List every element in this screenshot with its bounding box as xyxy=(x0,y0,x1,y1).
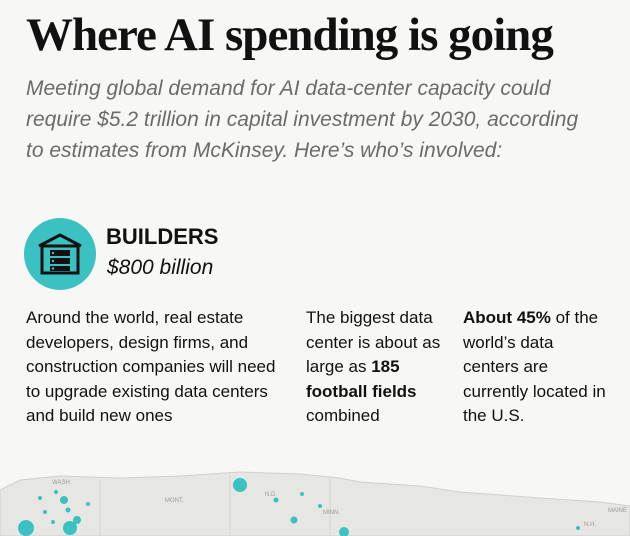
map-dot xyxy=(38,496,42,500)
map-dot xyxy=(73,516,81,524)
fact-us-share-text: of the world’s data centers are currentl… xyxy=(463,308,606,425)
map-dot xyxy=(339,527,349,536)
us-data-center-map: WASH. MONT. N.D. MINN. N.H. MAINE xyxy=(0,471,630,536)
fact-largest-data-center: The biggest data center is about as larg… xyxy=(306,306,446,429)
map-dot xyxy=(300,492,304,496)
map-dot xyxy=(65,507,71,513)
map-dot xyxy=(86,502,90,506)
map-dot xyxy=(18,520,34,536)
fact-largest-text-end: combined xyxy=(306,406,380,425)
map-dot xyxy=(51,520,55,524)
map-land xyxy=(0,471,630,536)
map-label-nh: N.H. xyxy=(584,522,596,528)
map-dot xyxy=(60,496,68,504)
map-dot xyxy=(43,510,47,514)
map-label-minn: MINN. xyxy=(323,510,340,516)
fact-largest-text: The biggest data center is about as larg… xyxy=(306,308,441,376)
map-dot xyxy=(273,497,279,503)
fact-us-share: About 45% of the world’s data centers ar… xyxy=(463,306,613,429)
map-dot xyxy=(54,490,58,494)
page-title: Where AI spending is going xyxy=(26,9,554,61)
map-label-maine: MAINE xyxy=(608,508,627,514)
fact-largest-highlight: 185 football fields xyxy=(306,357,417,401)
map-dot xyxy=(233,478,247,492)
map-dot xyxy=(318,504,322,508)
builders-heading: BUILDERS xyxy=(106,224,219,249)
map-border xyxy=(99,474,331,536)
builders-amount: $800 billion xyxy=(107,256,214,279)
map-label-wash: WASH. xyxy=(52,480,72,486)
builders-description: Around the world, real estate developers… xyxy=(26,308,276,425)
fact-us-share-highlight: About 45% xyxy=(463,308,551,327)
map-label-nd: N.D. xyxy=(265,492,277,498)
server-rack-icon xyxy=(24,218,96,290)
map-dot xyxy=(576,526,580,530)
map-dot xyxy=(290,516,298,524)
map-dot xyxy=(63,521,77,535)
map-label-mont: MONT. xyxy=(165,498,184,504)
page-subtitle: Meeting global demand for AI data-center… xyxy=(26,77,579,162)
